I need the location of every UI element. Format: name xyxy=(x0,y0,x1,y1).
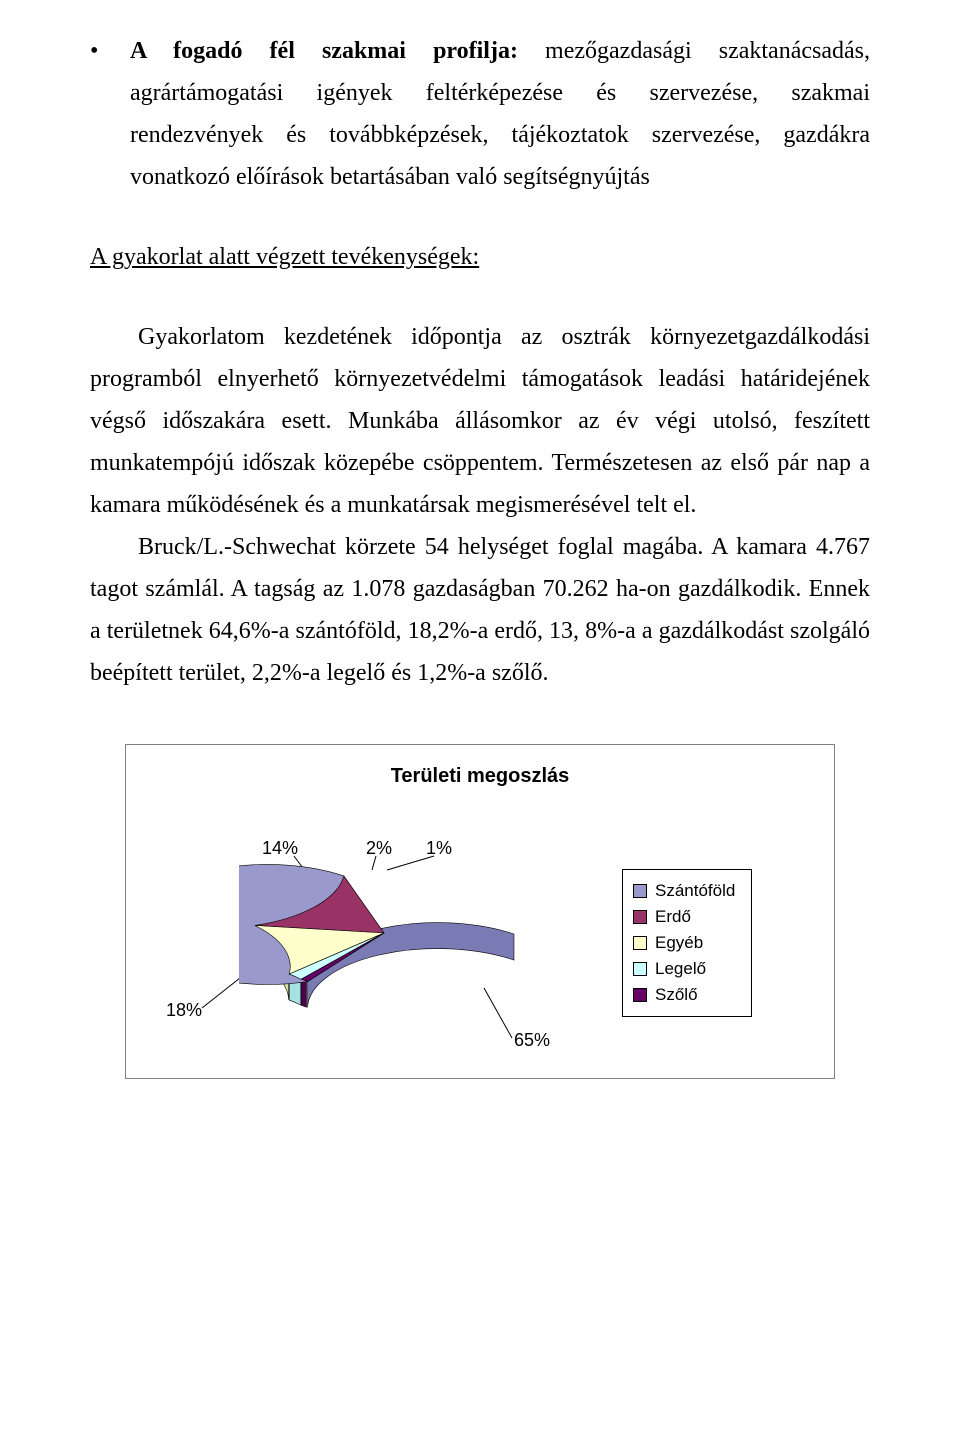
section-heading: A gyakorlat alatt végzett tevékenységek: xyxy=(90,236,870,278)
legend-label: Egyéb xyxy=(655,933,703,953)
body-paragraphs: Gyakorlatom kezdetének időpontja az oszt… xyxy=(90,316,870,694)
callout-1: 1% xyxy=(426,838,452,859)
chart-body: 65% 18% 14% 2% 1% Szántóföld Erdő Egyéb Leg… xyxy=(144,828,816,1058)
paragraph-2: Bruck/L.-Schwechat körzete 54 helységet … xyxy=(90,526,870,694)
legend-swatch xyxy=(633,988,647,1002)
legend-row: Egyéb xyxy=(633,930,741,956)
legend-swatch xyxy=(633,936,647,950)
legend-row: Szőlő xyxy=(633,982,741,1008)
pie-chart xyxy=(239,863,529,1043)
legend-label: Szántóföld xyxy=(655,881,735,901)
bullet-text: A fogadó fél szakmai profilja: mezőgazda… xyxy=(130,30,870,198)
legend-swatch xyxy=(633,884,647,898)
legend: Szántóföld Erdő Egyéb Legelő Szőlő xyxy=(622,869,752,1017)
callout-14: 14% xyxy=(262,838,298,859)
pie-area: 65% 18% 14% 2% 1% xyxy=(144,828,604,1058)
legend-swatch xyxy=(633,962,647,976)
chart-frame: Területi megoszlás 65% 18% 14% 2% xyxy=(125,744,835,1079)
legend-row: Erdő xyxy=(633,904,741,930)
callout-65: 65% xyxy=(514,1030,550,1051)
chart-title: Területi megoszlás xyxy=(144,765,816,788)
paragraph-1: Gyakorlatom kezdetének időpontja az oszt… xyxy=(90,316,870,526)
legend-label: Legelő xyxy=(655,959,706,979)
legend-row: Legelő xyxy=(633,956,741,982)
bullet-label-bold: A fogadó fél szakmai profilja: xyxy=(130,38,518,64)
legend-row: Szántóföld xyxy=(633,878,741,904)
callout-2: 2% xyxy=(366,838,392,859)
bullet-paragraph: • A fogadó fél szakmai profilja: mezőgaz… xyxy=(90,30,870,198)
bullet-marker: • xyxy=(90,30,130,198)
legend-label: Erdő xyxy=(655,907,691,927)
legend-label: Szőlő xyxy=(655,985,698,1005)
callout-18: 18% xyxy=(166,1000,202,1021)
legend-swatch xyxy=(633,910,647,924)
